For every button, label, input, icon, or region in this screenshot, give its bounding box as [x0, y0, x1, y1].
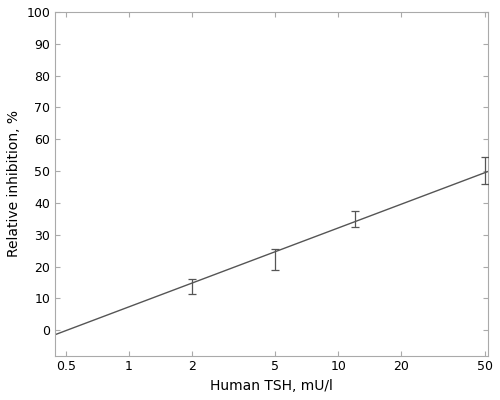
Y-axis label: Relative inhibition, %: Relative inhibition, %: [7, 110, 21, 257]
X-axis label: Human TSH, mU/l: Human TSH, mU/l: [210, 379, 333, 393]
